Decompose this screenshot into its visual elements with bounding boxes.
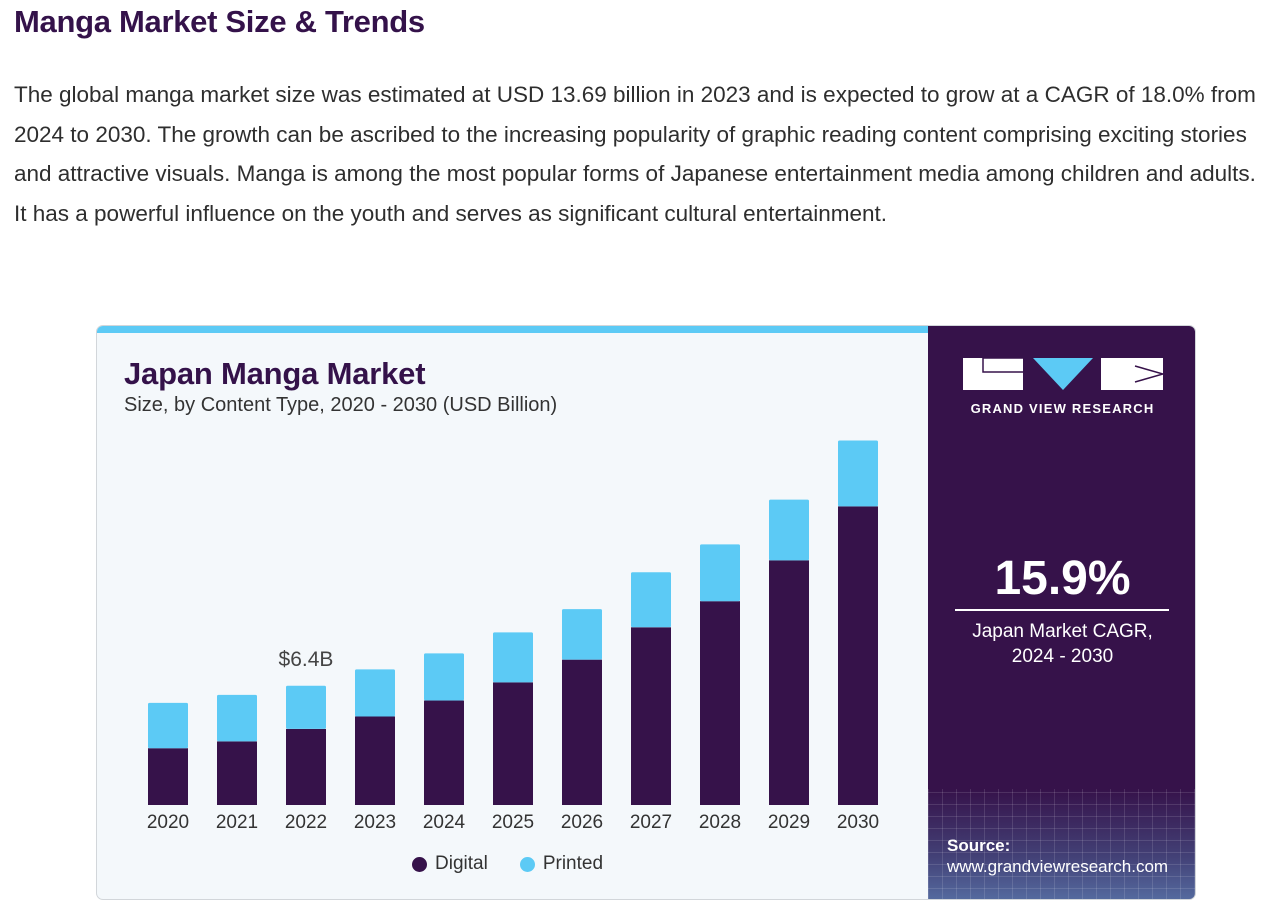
- x-tick-label-2022: 2022: [285, 812, 327, 833]
- source-url[interactable]: www.grandviewresearch.com: [947, 857, 1169, 876]
- page-heading: Manga Market Size & Trends: [14, 4, 425, 39]
- legend-label-printed: Printed: [542, 853, 604, 874]
- bar-printed-2025: [493, 632, 533, 683]
- intro-paragraph: The global manga market size was estimat…: [14, 82, 1256, 226]
- bar-printed-2020: [148, 702, 188, 749]
- x-tick-label-2020: 2020: [147, 812, 189, 833]
- bar-printed-2023: [355, 669, 395, 717]
- bar-digital-2030: [838, 506, 878, 805]
- cagr-label-line1: Japan Market CAGR,: [972, 621, 1153, 642]
- legend-swatch-digital: [412, 856, 427, 872]
- x-tick-label-2028: 2028: [699, 812, 741, 833]
- x-tick-label-2024: 2024: [423, 812, 466, 833]
- data-label-2022: $6.4B: [279, 648, 334, 671]
- bar-printed-2022: [286, 685, 326, 729]
- legend-item-printed: Printed: [519, 853, 604, 875]
- x-tick-label-2025: 2025: [492, 812, 534, 833]
- cagr-value: 15.9%: [994, 552, 1131, 605]
- chart-legend: Digital Printed: [412, 853, 603, 875]
- infographic-card: Japan Manga Market Size, by Content Type…: [96, 325, 1196, 900]
- cagr-label-line2: 2024 - 2030: [1011, 646, 1114, 667]
- bar-digital-2023: [355, 716, 395, 805]
- accent-bar: [97, 326, 929, 333]
- grand-view-research-logo: [963, 358, 1163, 390]
- x-tick-label-2029: 2029: [768, 812, 810, 833]
- bar-printed-2024: [424, 653, 464, 701]
- bar-printed-2021: [217, 694, 257, 742]
- x-tick-label-2023: 2023: [354, 812, 396, 833]
- decorative-grid: [928, 789, 1195, 899]
- x-tick-label-2030: 2030: [837, 812, 879, 833]
- x-tick-label-2021: 2021: [216, 812, 258, 833]
- bar-digital-2024: [424, 700, 464, 805]
- bar-digital-2022: [286, 728, 326, 805]
- bar-printed-2026: [562, 609, 602, 660]
- chart-title: Japan Manga Market: [124, 356, 426, 391]
- x-tick-label-2027: 2027: [630, 812, 672, 833]
- bar-printed-2030: [838, 440, 878, 507]
- logo-text: GRAND VIEW RESEARCH: [970, 401, 1155, 416]
- bar-digital-2026: [562, 659, 602, 805]
- bar-printed-2027: [631, 572, 671, 628]
- bar-digital-2028: [700, 601, 740, 805]
- bar-digital-2027: [631, 627, 671, 805]
- bar-chart: 2020 2021 2022 2023 2024 2025 2026 2027 2028 2029…: [147, 440, 879, 833]
- bar-digital-2025: [493, 682, 533, 805]
- x-tick-label-2026: 2026: [561, 812, 603, 833]
- cagr-divider: [955, 609, 1169, 611]
- bar-digital-2021: [217, 741, 257, 805]
- legend-swatch-printed: [519, 856, 535, 872]
- bar-printed-2029: [769, 499, 809, 561]
- legend-label-digital: Digital: [435, 853, 488, 874]
- chart-subtitle: Size, by Content Type, 2020 - 2030 (USD …: [124, 394, 558, 416]
- bar-digital-2029: [769, 560, 809, 805]
- cagr-label: Japan Market CAGR, 2024 - 2030: [928, 619, 1195, 669]
- legend-item-digital: Digital: [412, 853, 488, 875]
- source-label: Source:: [947, 836, 1011, 855]
- bar-printed-2028: [700, 544, 740, 602]
- bar-digital-2020: [148, 748, 188, 805]
- sidebar-panel: GRAND VIEW RESEARCH 15.9% Japan Market C…: [928, 326, 1195, 899]
